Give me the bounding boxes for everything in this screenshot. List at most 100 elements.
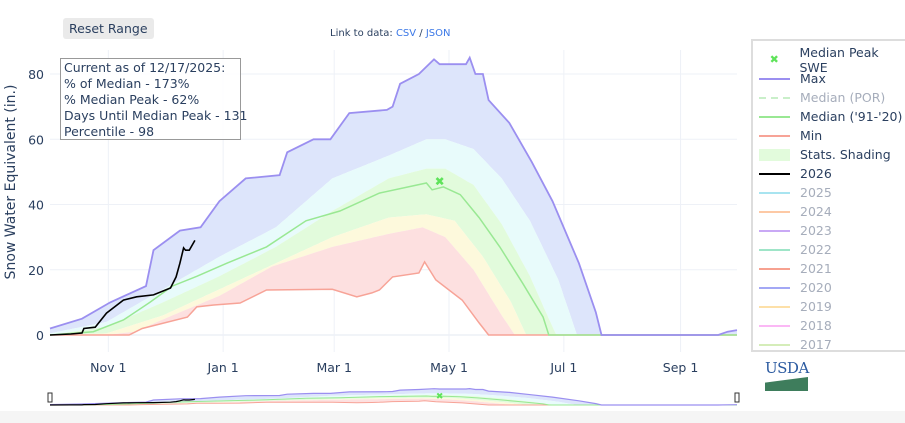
x-tick-label: Nov 1 <box>90 360 126 375</box>
x-tick-label: May 1 <box>430 360 468 375</box>
y-tick-label: 0 <box>36 328 44 343</box>
legend-label: Median (POR) <box>800 90 886 105</box>
current-year-2026-line <box>49 240 196 336</box>
status-percentile: Percentile - 98 <box>64 124 155 139</box>
y-axis-title: Snow Water Equivalent (in.) <box>3 85 19 280</box>
y-tick-label: 20 <box>28 263 44 278</box>
legend-label: Max <box>800 71 826 86</box>
legend-label: 2022 <box>800 242 832 257</box>
legend-swatch <box>759 206 790 218</box>
status-pct-median: % of Median - 173% <box>64 76 190 91</box>
x-tick-label: Sep 1 <box>663 360 699 375</box>
legend-item[interactable]: 2024 <box>759 202 832 221</box>
legend-label: 2024 <box>800 204 832 219</box>
max-line <box>49 55 738 336</box>
status-days-until-peak: Days Until Median Peak - 131 <box>64 108 248 123</box>
legend-label: Stats. Shading <box>800 147 891 162</box>
slider-min-line <box>50 400 737 406</box>
x-marker-icon: ✖ <box>769 52 779 66</box>
legend-item[interactable]: Stats. Shading <box>759 145 891 164</box>
status-pct-median-peak: % Median Peak - 62% <box>64 92 200 107</box>
legend-swatch <box>759 320 790 332</box>
legend-label: 2018 <box>800 318 832 333</box>
legend-swatch <box>759 148 790 161</box>
csv-link[interactable]: CSV <box>395 28 417 39</box>
current-status-box: Current as of 12/17/2025: % of Median - … <box>60 58 248 140</box>
slider-handle[interactable] <box>47 392 53 403</box>
legend-item[interactable]: 2020 <box>759 278 832 297</box>
legend-label: 2026 <box>800 166 832 181</box>
series-lines: ✖ <box>49 55 738 336</box>
legend-swatch <box>759 168 790 180</box>
axes: 0 20 40 60 80 Nov 1 Jan 1 Mar 1 May 1 Jul 1 Sep 1 S… <box>3 67 698 375</box>
band-p70-p30 <box>50 168 737 335</box>
usda-logo: USDA <box>765 360 810 392</box>
legend-swatch <box>759 130 790 142</box>
min-line <box>50 260 737 336</box>
legend-swatch <box>759 263 790 275</box>
usda-logo-field <box>765 377 808 391</box>
slider-2026-line <box>49 398 195 406</box>
legend-item[interactable]: 2026 <box>759 164 832 183</box>
legend-item[interactable]: Max <box>759 69 826 88</box>
legend-label: Min <box>800 128 823 143</box>
legend-swatch <box>759 244 790 256</box>
status-date: Current as of 12/17/2025: <box>64 60 226 75</box>
reset-range-button[interactable]: Reset Range <box>63 18 154 39</box>
usda-logo-text: USDA <box>765 359 809 377</box>
legend-item[interactable]: 2018 <box>759 316 832 335</box>
legend-swatch <box>759 282 790 294</box>
legend-swatch <box>759 225 790 237</box>
legend-label: 2020 <box>800 280 832 295</box>
legend-item[interactable]: ✖ Median Peak SWE <box>759 45 905 75</box>
legend-label: 2021 <box>800 261 832 276</box>
slider-handle[interactable] <box>734 392 740 403</box>
legend-item[interactable]: 2022 <box>759 240 832 259</box>
y-tick-label: 80 <box>28 67 44 82</box>
legend-swatch <box>759 339 790 351</box>
legend-swatch <box>759 187 790 199</box>
legend-label: 2017 <box>800 337 832 352</box>
legend-label: 2023 <box>800 223 832 238</box>
x-tick-label: Mar 1 <box>316 360 352 375</box>
legend-item[interactable]: 2019 <box>759 297 832 316</box>
stat-bands <box>50 57 737 335</box>
legend-label: Median Peak SWE <box>799 44 879 75</box>
x-tick-label: Jul 1 <box>549 360 577 375</box>
range-slider[interactable]: ✖ <box>47 387 740 406</box>
legend-item[interactable]: 2021 <box>759 259 832 278</box>
legend-swatch <box>759 73 790 85</box>
legend-swatch <box>759 301 790 313</box>
data-links: Link to data: CSV / JSON <box>330 28 451 39</box>
legend-item[interactable]: Median ('91-'20) <box>759 107 902 126</box>
band-max-p90 <box>50 57 737 335</box>
x-tick-label: Jan 1 <box>207 360 239 375</box>
slider-band <box>50 388 737 405</box>
band-p90-p70 <box>50 139 737 335</box>
y-tick-label: 40 <box>28 198 44 213</box>
median-line <box>49 182 737 336</box>
legend-label: Median ('91-'20) <box>800 109 903 124</box>
footer-bar <box>0 411 905 423</box>
legend-item[interactable]: Median (POR) <box>759 88 885 107</box>
legend-label: 2025 <box>800 185 832 200</box>
legend-swatch <box>759 111 790 123</box>
slider-band <box>50 395 737 405</box>
legend-item[interactable]: Min <box>759 126 822 145</box>
links-separator: / <box>416 28 426 39</box>
legend-item[interactable]: 2023 <box>759 221 832 240</box>
links-prefix: Link to data: <box>330 28 396 39</box>
legend: ✖ Median Peak SWE Max Median (POR) Median ('… <box>751 39 905 352</box>
json-link[interactable]: JSON <box>425 28 451 39</box>
y-tick-label: 60 <box>28 132 44 147</box>
legend-label: 2019 <box>800 299 832 314</box>
slider-peak-marker: ✖ <box>436 392 444 402</box>
legend-item[interactable]: 2025 <box>759 183 832 202</box>
slider-band <box>50 398 737 405</box>
legend-item[interactable]: 2017 <box>759 335 832 354</box>
slider-max-line <box>49 387 738 406</box>
band-p10-min <box>50 227 737 335</box>
legend-swatch <box>759 92 790 104</box>
median-peak-marker: ✖ <box>435 175 445 189</box>
